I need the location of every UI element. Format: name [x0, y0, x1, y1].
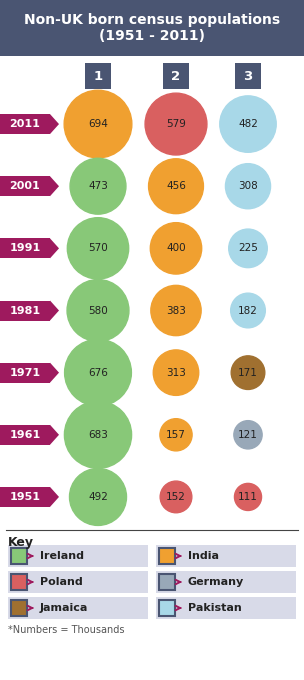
- Text: 694: 694: [88, 119, 108, 129]
- FancyBboxPatch shape: [8, 597, 148, 619]
- Circle shape: [226, 164, 271, 209]
- Circle shape: [160, 481, 192, 513]
- Text: 1991: 1991: [9, 243, 41, 254]
- Text: 580: 580: [88, 305, 108, 316]
- FancyBboxPatch shape: [8, 571, 148, 593]
- Circle shape: [234, 421, 262, 449]
- FancyBboxPatch shape: [85, 63, 111, 89]
- Circle shape: [67, 279, 129, 341]
- Polygon shape: [50, 362, 59, 383]
- Text: 482: 482: [238, 119, 258, 129]
- FancyBboxPatch shape: [0, 0, 304, 56]
- Text: 383: 383: [166, 305, 186, 316]
- Circle shape: [229, 229, 267, 268]
- Circle shape: [231, 356, 265, 390]
- Text: Jamaica: Jamaica: [40, 603, 88, 613]
- Text: 1: 1: [93, 69, 102, 82]
- FancyBboxPatch shape: [11, 548, 27, 564]
- Circle shape: [231, 293, 265, 328]
- Polygon shape: [50, 425, 59, 445]
- Circle shape: [67, 218, 129, 279]
- Text: 492: 492: [88, 492, 108, 502]
- Circle shape: [64, 401, 132, 469]
- FancyBboxPatch shape: [159, 548, 175, 564]
- Text: 313: 313: [166, 368, 186, 377]
- FancyBboxPatch shape: [11, 574, 27, 590]
- Text: 182: 182: [238, 305, 258, 316]
- Circle shape: [149, 158, 203, 214]
- Text: 111: 111: [238, 492, 258, 502]
- FancyBboxPatch shape: [0, 425, 50, 445]
- Text: 1961: 1961: [9, 430, 41, 440]
- FancyBboxPatch shape: [235, 63, 261, 89]
- Text: 1951: 1951: [9, 492, 40, 502]
- Text: 308: 308: [238, 181, 258, 191]
- FancyBboxPatch shape: [159, 600, 175, 616]
- Text: 676: 676: [88, 368, 108, 377]
- Circle shape: [220, 96, 276, 152]
- Circle shape: [70, 158, 126, 214]
- FancyBboxPatch shape: [156, 545, 296, 567]
- Text: 3: 3: [244, 69, 253, 82]
- FancyBboxPatch shape: [159, 574, 175, 590]
- FancyBboxPatch shape: [163, 63, 189, 89]
- Text: Non-UK born census populations
(1951 - 2011): Non-UK born census populations (1951 - 2…: [24, 13, 280, 43]
- Text: *Numbers = Thousands: *Numbers = Thousands: [8, 625, 125, 635]
- Text: 225: 225: [238, 243, 258, 254]
- Polygon shape: [50, 114, 59, 134]
- Circle shape: [151, 286, 201, 336]
- Circle shape: [234, 483, 261, 511]
- Text: Poland: Poland: [40, 577, 83, 587]
- FancyBboxPatch shape: [0, 114, 50, 134]
- Circle shape: [160, 419, 192, 451]
- FancyBboxPatch shape: [0, 239, 50, 258]
- FancyBboxPatch shape: [156, 597, 296, 619]
- Polygon shape: [50, 301, 59, 320]
- Polygon shape: [50, 176, 59, 197]
- Text: 2011: 2011: [9, 119, 40, 129]
- Circle shape: [64, 90, 132, 158]
- Text: 579: 579: [166, 119, 186, 129]
- Text: Ireland: Ireland: [40, 551, 84, 561]
- FancyBboxPatch shape: [156, 571, 296, 593]
- FancyBboxPatch shape: [11, 600, 27, 616]
- Text: India: India: [188, 551, 219, 561]
- Text: 473: 473: [88, 181, 108, 191]
- Text: 152: 152: [166, 492, 186, 502]
- Text: 683: 683: [88, 430, 108, 440]
- Text: Key: Key: [8, 536, 34, 549]
- Polygon shape: [50, 239, 59, 258]
- FancyBboxPatch shape: [0, 487, 50, 507]
- Text: 570: 570: [88, 243, 108, 254]
- Text: 1971: 1971: [9, 368, 40, 377]
- Text: 171: 171: [238, 368, 258, 377]
- Circle shape: [150, 222, 202, 274]
- Text: 1981: 1981: [9, 305, 40, 316]
- FancyBboxPatch shape: [0, 362, 50, 383]
- Text: 400: 400: [166, 243, 186, 254]
- FancyBboxPatch shape: [0, 301, 50, 320]
- Circle shape: [153, 350, 199, 395]
- Text: 121: 121: [238, 430, 258, 440]
- Text: 2: 2: [171, 69, 181, 82]
- Text: 157: 157: [166, 430, 186, 440]
- Text: 456: 456: [166, 181, 186, 191]
- Circle shape: [145, 93, 207, 155]
- FancyBboxPatch shape: [0, 176, 50, 197]
- Polygon shape: [50, 487, 59, 507]
- Text: Pakistan: Pakistan: [188, 603, 242, 613]
- Circle shape: [70, 469, 126, 526]
- Text: 2001: 2001: [10, 181, 40, 191]
- FancyBboxPatch shape: [8, 545, 148, 567]
- Text: Germany: Germany: [188, 577, 244, 587]
- Circle shape: [64, 339, 131, 406]
